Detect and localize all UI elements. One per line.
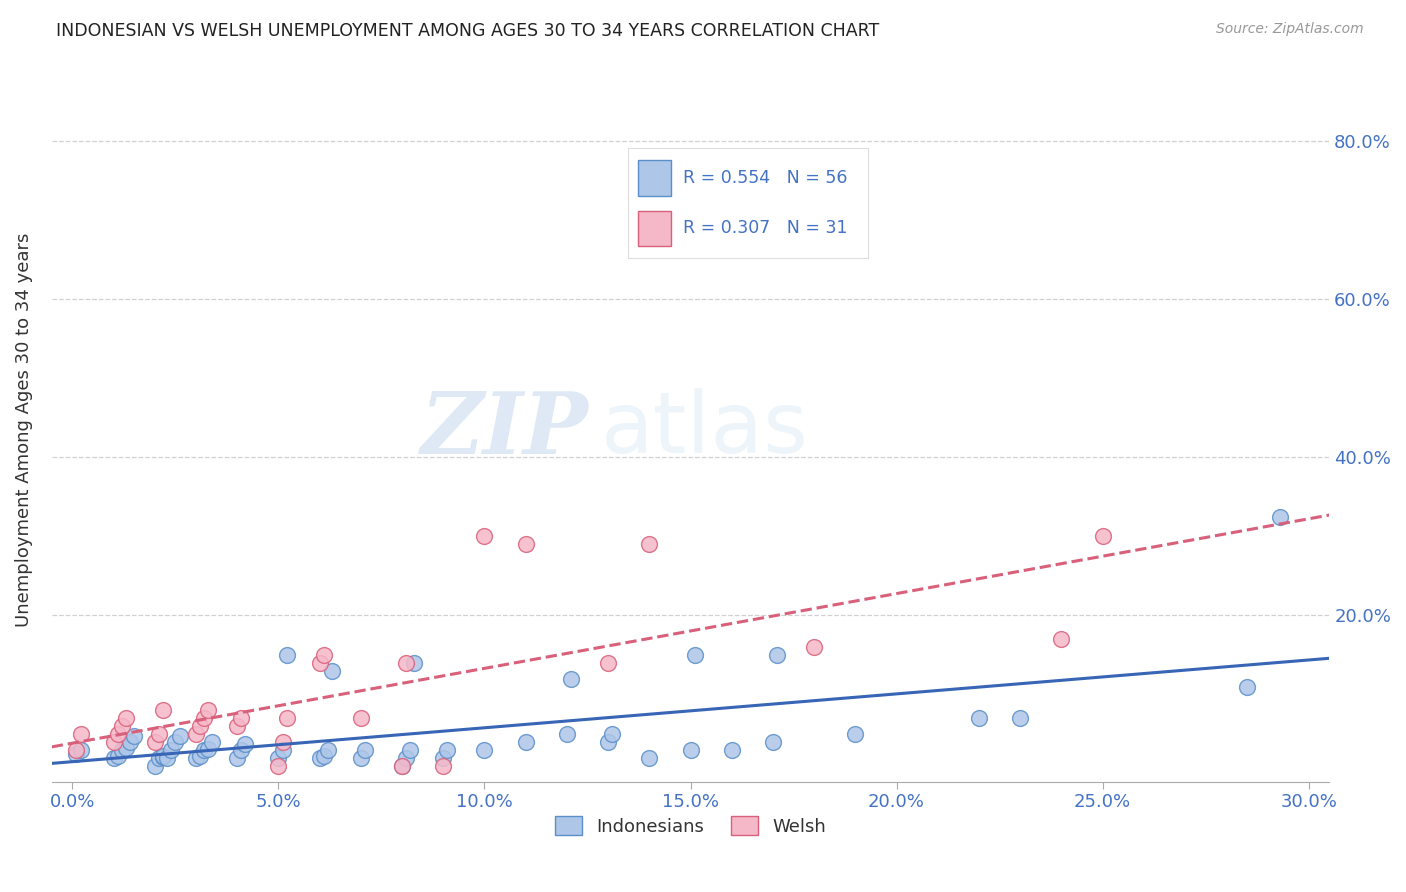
Point: [197, 742, 219, 756]
Point: [152, 750, 174, 764]
Text: R = 0.554   N = 56: R = 0.554 N = 56: [683, 169, 848, 187]
Point: [432, 759, 454, 773]
Point: [316, 743, 339, 757]
Text: R = 0.307   N = 31: R = 0.307 N = 31: [683, 219, 848, 237]
Point: [312, 648, 335, 662]
Point: [184, 727, 207, 741]
Point: [148, 751, 170, 765]
Point: [1010, 711, 1032, 725]
Point: [267, 751, 290, 765]
Point: [276, 648, 298, 662]
Point: [350, 751, 373, 765]
Point: [803, 640, 825, 655]
Point: [1236, 680, 1258, 694]
Point: [107, 727, 129, 741]
Point: [188, 749, 211, 764]
Point: [391, 759, 413, 773]
Point: [399, 743, 422, 757]
Point: [762, 735, 785, 749]
Point: [197, 703, 219, 717]
Point: [679, 743, 702, 757]
Point: [235, 737, 257, 751]
Point: [312, 749, 335, 764]
Point: [474, 529, 496, 543]
Y-axis label: Unemployment Among Ages 30 to 34 years: Unemployment Among Ages 30 to 34 years: [15, 232, 32, 627]
Point: [152, 749, 174, 764]
Point: [1268, 509, 1291, 524]
Point: [596, 735, 619, 749]
Point: [596, 656, 619, 670]
Text: INDONESIAN VS WELSH UNEMPLOYMENT AMONG AGES 30 TO 34 YEARS CORRELATION CHART: INDONESIAN VS WELSH UNEMPLOYMENT AMONG A…: [56, 22, 880, 40]
Point: [69, 743, 91, 757]
Point: [111, 743, 134, 757]
Bar: [637, 161, 671, 195]
Point: [231, 711, 253, 725]
Point: [350, 711, 373, 725]
Point: [103, 751, 125, 765]
Point: [226, 719, 249, 733]
Point: [474, 743, 496, 757]
Point: [267, 759, 290, 773]
Point: [638, 751, 661, 765]
Point: [600, 727, 623, 741]
Point: [193, 743, 215, 757]
Point: [103, 735, 125, 749]
Point: [766, 648, 789, 662]
Point: [115, 741, 138, 756]
Point: [844, 727, 866, 741]
Point: [354, 743, 377, 757]
Text: Source: ZipAtlas.com: Source: ZipAtlas.com: [1216, 22, 1364, 37]
Point: [436, 743, 458, 757]
Point: [321, 664, 343, 678]
Point: [683, 648, 706, 662]
Text: ZIP: ZIP: [420, 388, 588, 471]
Point: [169, 729, 191, 743]
Point: [432, 751, 454, 765]
Point: [226, 751, 249, 765]
Point: [271, 743, 294, 757]
Point: [231, 743, 253, 757]
Point: [515, 537, 537, 551]
Point: [404, 656, 426, 670]
Point: [69, 727, 91, 741]
Point: [720, 743, 742, 757]
Point: [391, 759, 413, 773]
Point: [560, 672, 582, 686]
Point: [271, 735, 294, 749]
Point: [188, 719, 211, 733]
Point: [165, 735, 187, 749]
Point: [160, 743, 183, 757]
Point: [111, 719, 134, 733]
Point: [143, 759, 166, 773]
Point: [122, 729, 145, 743]
Point: [148, 727, 170, 741]
Point: [1091, 529, 1114, 543]
Point: [184, 751, 207, 765]
Point: [555, 727, 578, 741]
Point: [308, 656, 330, 670]
Point: [638, 537, 661, 551]
Point: [395, 751, 418, 765]
Point: [201, 735, 224, 749]
Point: [395, 656, 418, 670]
Point: [276, 711, 298, 725]
Legend: Indonesians, Welsh: Indonesians, Welsh: [547, 809, 834, 843]
Point: [118, 735, 141, 749]
Point: [65, 747, 87, 761]
Bar: [637, 211, 671, 246]
Point: [65, 743, 87, 757]
Point: [156, 751, 179, 765]
Point: [967, 711, 990, 725]
Text: atlas: atlas: [602, 388, 808, 471]
Point: [1050, 632, 1073, 647]
Point: [193, 711, 215, 725]
Point: [115, 711, 138, 725]
Point: [152, 703, 174, 717]
Point: [308, 751, 330, 765]
Point: [143, 735, 166, 749]
Point: [515, 735, 537, 749]
Point: [107, 749, 129, 764]
